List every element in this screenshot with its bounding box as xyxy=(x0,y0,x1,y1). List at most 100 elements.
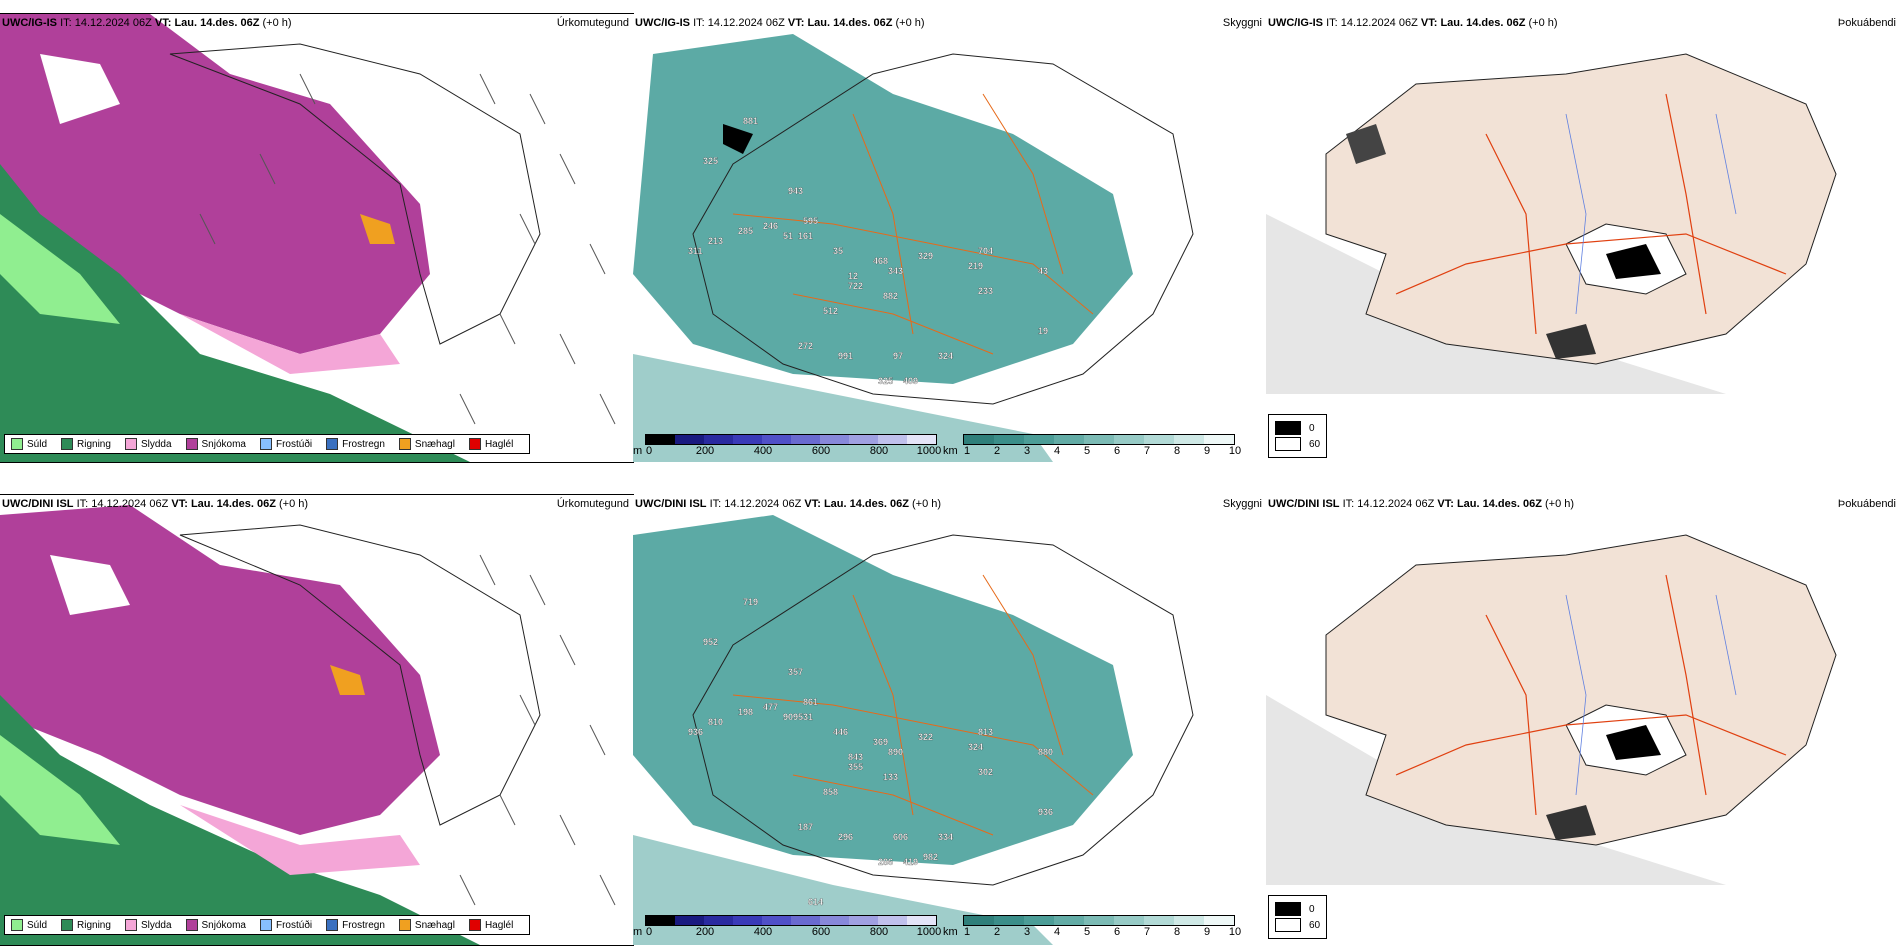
height-label: 704 xyxy=(978,246,993,256)
height-label: 302 xyxy=(978,767,993,777)
height-label: 369 xyxy=(873,737,888,747)
visibility-legend: 0 60 xyxy=(1268,895,1328,939)
height-label: 133 xyxy=(883,772,898,782)
height-label: 982 xyxy=(923,852,938,862)
height-label: 813 xyxy=(978,727,993,737)
legend-swatch xyxy=(11,438,23,450)
height-label: 51 xyxy=(783,231,793,241)
panel-header: UWC/DINI ISL IT: 14.12.2024 06Z VT: Lau.… xyxy=(2,498,309,510)
height-label: 477 xyxy=(763,702,778,712)
height-label: 19 xyxy=(1038,326,1048,336)
legend-swatch xyxy=(259,919,272,931)
precip-panel-dini: UWC/DINI ISL IT: 14.12.2024 06Z VT: Lau.… xyxy=(0,494,634,946)
fog-panel-dini: UWC/DINI ISL IT: 14.12.2024 06Z VT: Lau.… xyxy=(1266,495,1900,945)
height-label: 213 xyxy=(708,236,723,246)
height-label: 187 xyxy=(798,822,813,832)
legend-swatch xyxy=(124,919,137,931)
height-label: 246 xyxy=(763,221,778,231)
height-label: 595 xyxy=(803,216,818,226)
height-label: 936 xyxy=(1038,807,1053,817)
height-label: 531 xyxy=(798,712,813,722)
height-label: 936 xyxy=(688,727,703,737)
height-label: 97 xyxy=(893,351,903,361)
legend-swatch xyxy=(124,438,137,450)
panel-header: UWC/DINI ISL IT: 14.12.2024 06Z VT: Lau.… xyxy=(635,498,942,510)
height-label: 512 xyxy=(823,306,838,316)
legend-swatch xyxy=(326,919,339,931)
height-label: 719 xyxy=(743,597,758,607)
precip-legend: Súld Rigning Slydda Snjókoma Frostúði Fr… xyxy=(4,915,531,935)
legend-swatch xyxy=(11,919,23,931)
height-label: 12 xyxy=(848,271,858,281)
height-label: 334 xyxy=(938,832,953,842)
height-label: 722 xyxy=(848,281,863,291)
height-label: 343 xyxy=(888,266,903,276)
height-label: 843 xyxy=(848,752,863,762)
panel-field-title: Skyggni xyxy=(1222,498,1262,510)
panel-header: UWC/IG-IS IT: 14.12.2024 06Z VT: Lau. 14… xyxy=(2,17,292,29)
height-label: 311 xyxy=(688,246,703,256)
height-label: 233 xyxy=(978,286,993,296)
height-label: 890 xyxy=(888,747,903,757)
height-label: 296 xyxy=(838,832,853,842)
height-label: 355 xyxy=(848,762,863,772)
height-label: 446 xyxy=(833,727,848,737)
height-label: 468 xyxy=(873,256,888,266)
height-label: 325 xyxy=(878,376,893,386)
height-label: 325 xyxy=(703,156,718,166)
height-label: 952 xyxy=(703,637,718,647)
cloud-panel-igis: 881 325 943 595 213 285 246 51 161 311 35 468 329 704… xyxy=(633,14,1266,462)
legend-item: Slydda xyxy=(124,919,172,931)
height-colorbar: m 0 200 400 600 800 1000 xyxy=(633,434,941,460)
legend-item: Slydda xyxy=(124,438,172,450)
height-label: 198 xyxy=(738,707,753,717)
height-label: 614 xyxy=(808,897,823,907)
precip-map-igis xyxy=(0,14,633,462)
panel-field-title: Úrkomutegund xyxy=(556,498,629,510)
panel-field-title: Þokuábendi xyxy=(1837,498,1896,510)
legend-swatch xyxy=(398,438,411,450)
height-label: 329 xyxy=(918,251,933,261)
height-label: 909 xyxy=(783,712,798,722)
legend-item: Frostregn xyxy=(326,919,385,931)
height-label: 35 xyxy=(833,246,843,256)
legend-item: Haglél xyxy=(468,919,513,931)
legend-item: Frostregn xyxy=(326,438,385,450)
cloud-map-igis: 881 325 943 595 213 285 246 51 161 311 35 468 329 704… xyxy=(633,14,1266,462)
legend-item: Rigning xyxy=(61,919,111,931)
legend-item: Snjókoma xyxy=(185,919,246,931)
legend-swatch xyxy=(326,438,339,450)
height-label: 409 xyxy=(903,376,918,386)
legend-item: Snjókoma xyxy=(185,438,246,450)
height-label: 882 xyxy=(883,291,898,301)
legend-item: Frostúði xyxy=(259,919,312,931)
legend-item: Súld xyxy=(11,919,47,931)
fog-map-dini xyxy=(1266,495,1900,945)
height-label: 606 xyxy=(893,832,908,842)
height-label: 880 xyxy=(1038,747,1053,757)
height-colorbar: m 0 200 400 600 800 1000 xyxy=(633,915,941,941)
height-label: 881 xyxy=(743,116,758,126)
height-label: 861 xyxy=(803,697,818,707)
panel-header: UWC/IG-IS IT: 14.12.2024 06Z VT: Lau. 14… xyxy=(635,17,925,29)
legend-swatch xyxy=(398,919,411,931)
legend-item: Haglél xyxy=(468,438,513,450)
height-label: 419 xyxy=(903,857,918,867)
height-label: 324 xyxy=(938,351,953,361)
precip-panel-igis: UWC/IG-IS IT: 14.12.2024 06Z VT: Lau. 14… xyxy=(0,13,634,463)
legend-swatch xyxy=(185,438,198,450)
height-label: 322 xyxy=(918,732,933,742)
height-label: 991 xyxy=(838,351,853,361)
legend-swatch xyxy=(468,438,481,450)
height-label: 943 xyxy=(788,186,803,196)
height-label: 285 xyxy=(738,226,753,236)
precip-map-dini xyxy=(0,495,633,945)
legend-item: Snæhagl xyxy=(398,919,455,931)
legend-swatch xyxy=(61,919,74,931)
panel-header: UWC/IG-IS IT: 14.12.2024 06Z VT: Lau. 14… xyxy=(1268,17,1558,29)
visibility-legend: 0 60 xyxy=(1268,414,1328,458)
precip-legend: Súld Rigning Slydda Snjókoma Frostúði Fr… xyxy=(4,434,531,454)
height-label: 43 xyxy=(1038,266,1048,276)
